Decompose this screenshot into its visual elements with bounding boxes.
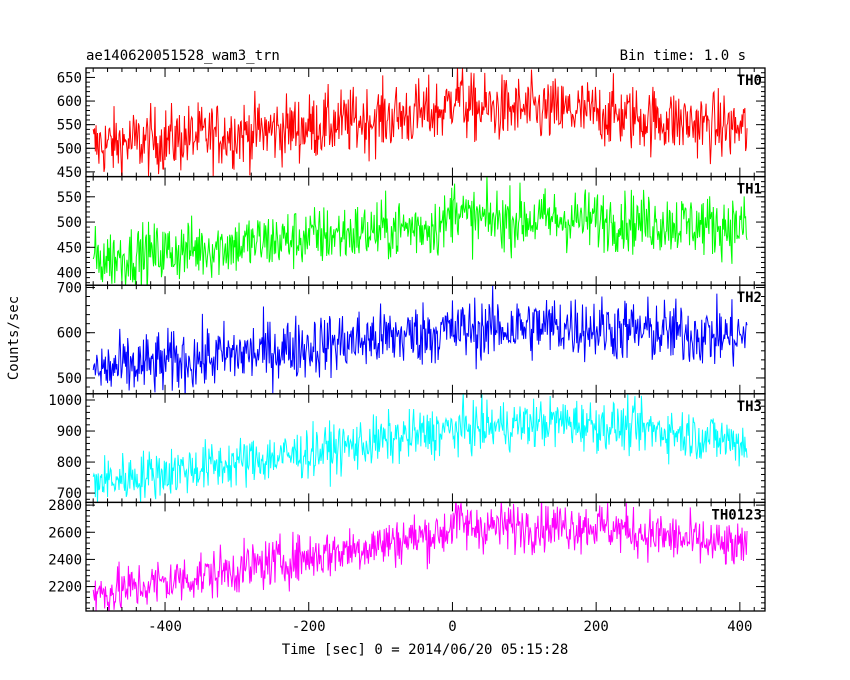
chart-title: ae140620051528_wam3_trn xyxy=(86,48,280,64)
y-tick-label: 400 xyxy=(57,266,82,282)
panels-group: 450 500 550 600 650 TH0 400 450 500 550 TH1 500 600 7… xyxy=(48,67,766,612)
panel-th1: 400 450 500 550 TH1 xyxy=(57,175,766,286)
y-tick-label: 450 xyxy=(57,240,82,256)
x-axis-ticks: -400 -200 0 200 400 xyxy=(148,619,752,635)
panel-name-label: TH2 xyxy=(737,290,762,306)
panel-name-label: TH0123 xyxy=(711,507,762,523)
x-tick-label: -400 xyxy=(148,619,182,635)
x-tick-label: 400 xyxy=(727,619,752,635)
y-tick-label: 600 xyxy=(57,326,82,342)
y-tick-label: 2800 xyxy=(48,498,82,514)
y-tick-label: 500 xyxy=(57,141,82,157)
x-tick-label: 0 xyxy=(448,619,456,635)
series-th0 xyxy=(92,68,748,177)
panel-name-label: TH0 xyxy=(737,73,762,89)
y-tick-label: 1000 xyxy=(48,393,82,409)
panel-frame xyxy=(85,67,766,178)
panel-name-label: TH3 xyxy=(737,399,762,415)
panel-name-label: TH1 xyxy=(737,182,762,198)
y-tick-label: 500 xyxy=(57,371,82,387)
panel-th3: 700 800 900 1000 TH3 xyxy=(48,393,766,504)
y-axis-label: Counts/sec xyxy=(6,296,22,380)
y-tick-label: 700 xyxy=(57,486,82,502)
y-tick-label: 550 xyxy=(57,190,82,206)
x-axis-label: Time [sec] 0 = 2014/06/20 05:15:28 xyxy=(282,642,569,658)
y-tick-label: 700 xyxy=(57,280,82,296)
y-tick-label: 2200 xyxy=(48,580,82,596)
series-th1 xyxy=(92,176,748,286)
x-tick-label: -200 xyxy=(292,619,326,635)
x-tick-label: 200 xyxy=(583,619,608,635)
y-tick-label: 450 xyxy=(57,165,82,181)
y-tick-label: 650 xyxy=(57,70,82,86)
panel-frame xyxy=(85,501,766,612)
y-tick-label: 500 xyxy=(57,215,82,231)
y-tick-label: 900 xyxy=(57,424,82,440)
panel-th2: 500 600 700 TH2 xyxy=(57,280,766,395)
panel-th0: 450 500 550 600 650 TH0 xyxy=(57,67,766,181)
y-tick-label: 600 xyxy=(57,94,82,110)
y-tick-label: 2400 xyxy=(48,552,82,568)
panel-th0123: 2200 2400 2600 2800 TH0123 xyxy=(48,498,766,612)
y-tick-label: 800 xyxy=(57,455,82,471)
y-tick-label: 2600 xyxy=(48,525,82,541)
series-th2 xyxy=(92,285,748,394)
series-th3 xyxy=(92,393,748,503)
bin-time-label: Bin time: 1.0 s xyxy=(620,48,746,64)
y-tick-label: 550 xyxy=(57,118,82,134)
series-th0123 xyxy=(92,502,748,611)
